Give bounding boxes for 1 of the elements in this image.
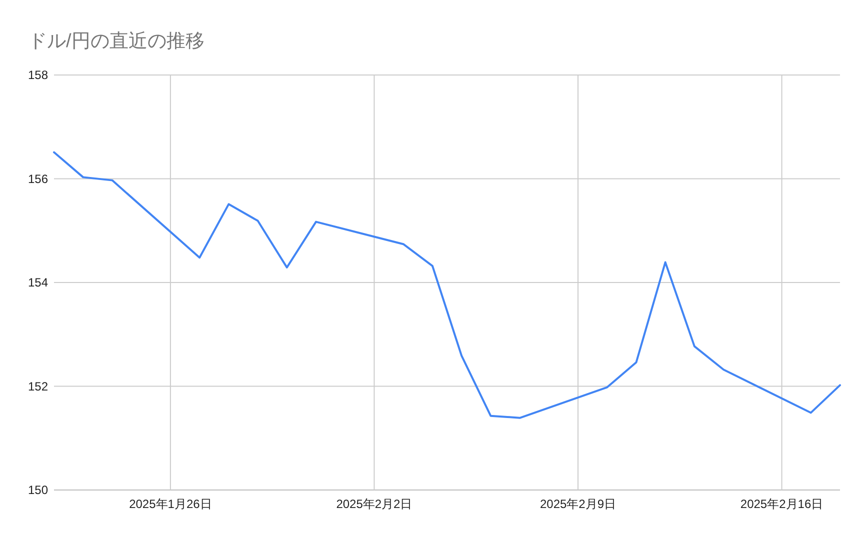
title: ドル/円の直近の推移: [28, 31, 204, 52]
